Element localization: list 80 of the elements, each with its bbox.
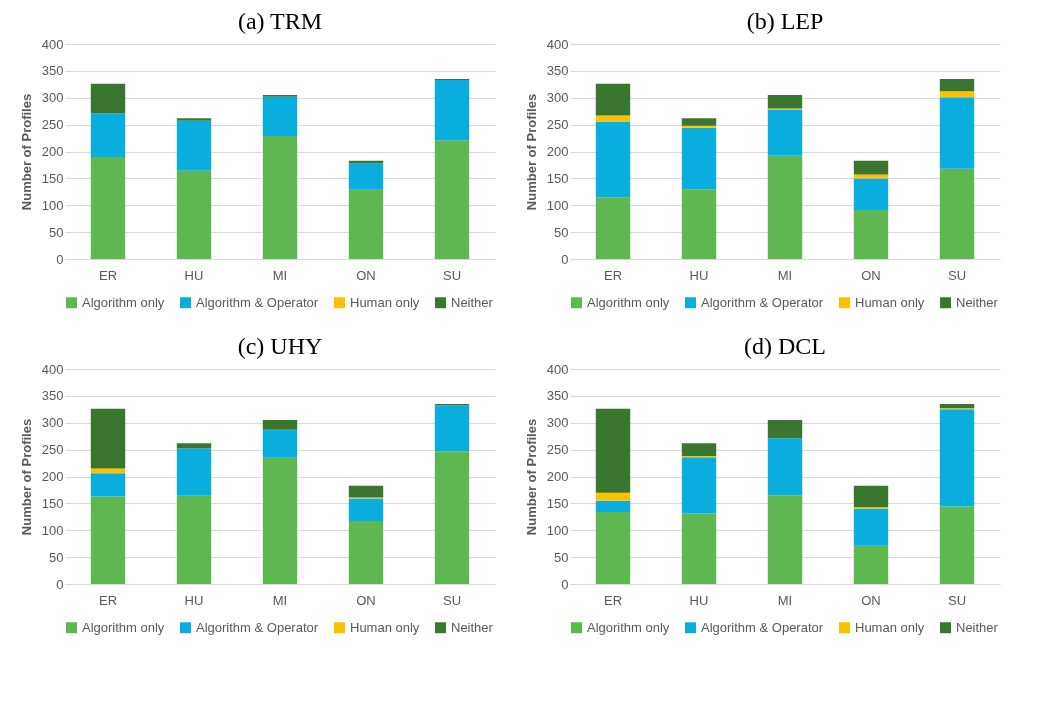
x-tick-label: ON (356, 592, 376, 608)
y-tick-label: 0 (56, 251, 64, 267)
y-axis-title: Number of Profiles (523, 418, 539, 536)
legend-label: Algorithm only (82, 294, 165, 310)
text: Algorithm only (587, 294, 670, 310)
y-tick-label: 50 (554, 549, 569, 565)
y-tick-label: 400 (546, 36, 569, 52)
y-tick-label: 50 (49, 549, 64, 565)
y-tick-label: 150 (41, 495, 64, 511)
y-axis-title: Number of Profiles (18, 418, 34, 536)
x-tick-label: ON (861, 592, 881, 608)
x-tick-label: SU (442, 267, 462, 283)
chart-title: (a) TRM (237, 8, 323, 34)
legend-label: Algorithm & Operator (701, 294, 824, 310)
y-tick-label: 350 (546, 63, 569, 79)
legend-label: Algorithm & Operator (196, 294, 319, 310)
legend-label: Neither (451, 294, 494, 310)
x-tick-label: ER (98, 267, 118, 283)
chart-title: (b) LEP (746, 8, 824, 34)
legend-label: Human only (855, 619, 925, 635)
x-tick-label: ON (356, 267, 376, 283)
y-tick-label: 200 (546, 144, 569, 159)
x-tick-label: ER (98, 592, 118, 608)
y-tick-label: 50 (554, 224, 569, 240)
y-tick-label: 250 (41, 442, 64, 458)
y-tick-label: 0 (561, 251, 569, 267)
y-tick-label: 300 (546, 90, 569, 106)
y-tick-label: 250 (546, 117, 569, 133)
legend-label: Human only (350, 619, 420, 635)
y-tick-label: 0 (56, 576, 64, 592)
x-tick-label: ER (603, 267, 623, 283)
chart-title: (c) UHY (237, 333, 323, 359)
y-tick-label: 100 (546, 522, 569, 538)
y-tick-label: 0 (561, 576, 569, 592)
y-tick-label: 250 (41, 117, 64, 133)
y-tick-label: 150 (546, 495, 569, 511)
x-tick-label: HU (184, 267, 204, 283)
y-tick-label: 100 (41, 522, 64, 538)
y-tick-label: 400 (546, 361, 569, 377)
legend-label: Neither (956, 294, 999, 310)
y-tick-label: 400 (41, 36, 64, 52)
y-tick-label: 350 (41, 388, 64, 404)
legend-label: Human only (350, 294, 420, 310)
y-tick-label: 300 (41, 415, 64, 431)
y-tick-label: 250 (546, 442, 569, 458)
legend-label: Neither (956, 619, 999, 635)
x-tick-label: SU (947, 592, 967, 608)
legend-label: Neither (451, 619, 494, 635)
x-tick-label: HU (184, 592, 204, 608)
text: Algorithm only (587, 619, 670, 635)
y-tick-label: 100 (41, 197, 64, 213)
y-tick-label: 300 (546, 415, 569, 431)
y-tick-label: 200 (546, 469, 569, 484)
y-tick-label: 350 (41, 63, 64, 79)
x-tick-label: SU (442, 592, 462, 608)
x-tick-label: MI (777, 592, 793, 608)
chart-title: (d) DCL (744, 333, 826, 359)
x-tick-label: MI (272, 267, 288, 283)
x-tick-label: HU (689, 267, 709, 283)
x-tick-label: MI (272, 592, 288, 608)
x-tick-label: ON (861, 267, 881, 283)
legend-label: Human only (855, 294, 925, 310)
y-axis-title: Number of Profiles (18, 93, 34, 211)
legend-label: Algorithm & Operator (196, 619, 319, 635)
y-tick-label: 150 (546, 170, 569, 186)
x-tick-label: MI (777, 267, 793, 283)
y-tick-label: 400 (41, 361, 64, 377)
x-tick-label: ER (603, 592, 623, 608)
legend-label: Algorithm only (82, 619, 165, 635)
y-tick-label: 200 (41, 469, 64, 484)
y-axis-title: Number of Profiles (523, 93, 539, 211)
y-tick-label: 200 (41, 144, 64, 159)
y-tick-label: 100 (546, 197, 569, 213)
y-tick-label: 350 (546, 388, 569, 404)
y-tick-label: 150 (41, 170, 64, 186)
y-tick-label: 50 (49, 224, 64, 240)
y-tick-label: 300 (41, 90, 64, 106)
x-tick-label: SU (947, 267, 967, 283)
legend-label: Algorithm & Operator (701, 619, 824, 635)
x-tick-label: HU (689, 592, 709, 608)
